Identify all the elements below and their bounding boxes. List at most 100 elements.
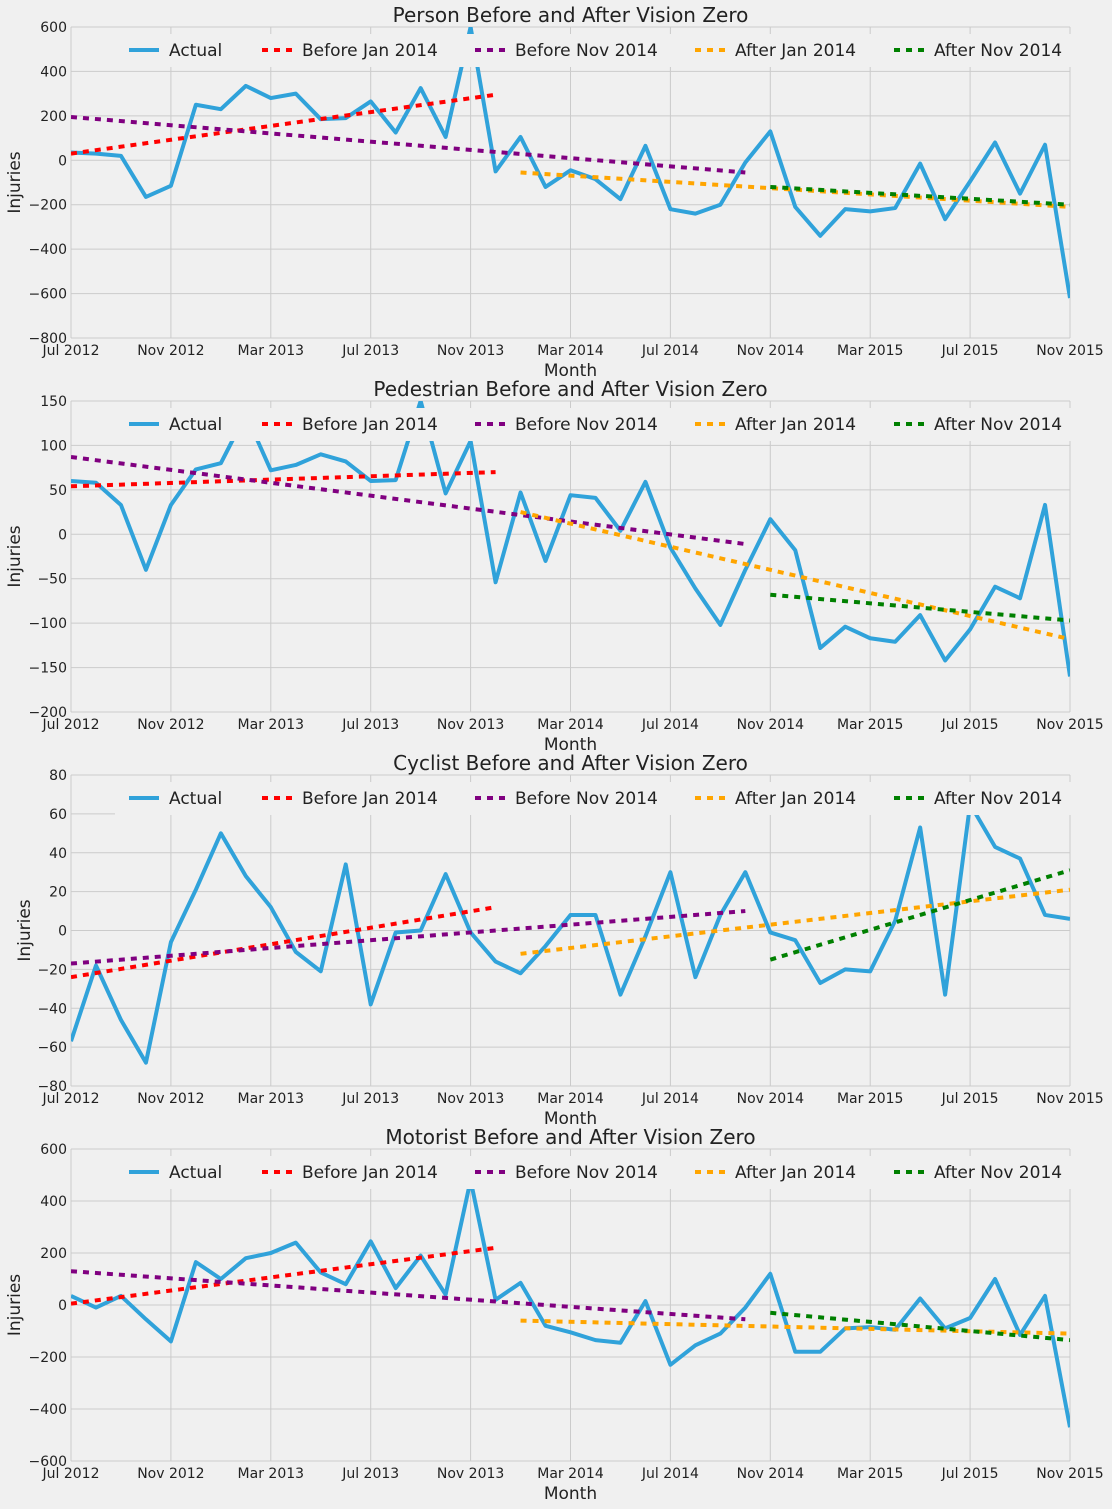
grid	[70, 400, 1071, 713]
x-tick-label: Jul 2012	[42, 1466, 100, 1482]
legend-item-before-nov-2014: Before Nov 2014	[475, 1163, 658, 1183]
y-tick-label: −150	[29, 661, 67, 677]
x-tick-label: Jul 2014	[641, 717, 699, 733]
legend-item-after-nov-2014: After Nov 2014	[894, 1163, 1062, 1183]
legend-item-before-nov-2014: Before Nov 2014	[475, 415, 658, 435]
x-tick-label: Mar 2013	[238, 343, 305, 359]
y-tick-label: 200	[40, 1246, 67, 1262]
legend-item-before-nov-2014: Before Nov 2014	[475, 789, 658, 809]
legend-item-after-nov-2014: After Nov 2014	[894, 415, 1062, 435]
x-tick-label: Jul 2013	[341, 1091, 399, 1107]
x-tick-label: Mar 2015	[837, 343, 904, 359]
x-tick-label: Nov 2014	[737, 1466, 804, 1482]
legend-label: Actual	[169, 1163, 222, 1183]
x-tick-label: Jul 2012	[42, 1091, 100, 1107]
actual-line	[71, 1178, 1070, 1428]
pedestrian-chart: −200 −150 −100 −50 0 50 100 150 Jul 2012 Nov 2012…	[5, 377, 1104, 755]
x-tick-label: Nov 2013	[437, 343, 504, 359]
legend-label: After Jan 2014	[735, 41, 856, 61]
y-tick-label: −400	[29, 242, 67, 258]
legend-label: Before Nov 2014	[515, 41, 658, 61]
x-tick-label: Jul 2015	[941, 343, 999, 359]
before-jan-2014-line	[71, 905, 496, 980]
legend-label: Before Jan 2014	[302, 41, 438, 61]
before-nov-2014-line	[71, 114, 746, 175]
y-tick-label: 60	[49, 807, 67, 823]
legend: Actual Before Jan 2014 Before Nov 2014 Afte…	[115, 1156, 1075, 1189]
legend-label: Actual	[169, 415, 222, 435]
y-axis-label: Injuries	[5, 151, 25, 213]
legend-item-before-nov-2014: Before Nov 2014	[475, 41, 658, 61]
legend-item-after-jan-2014: After Jan 2014	[695, 1163, 856, 1183]
x-tick-label: Mar 2014	[537, 343, 604, 359]
chart-title: Person Before and After Vision Zero	[393, 3, 749, 27]
legend-item-before-jan-2014: Before Jan 2014	[262, 415, 438, 435]
after-jan-2014-line	[520, 510, 1070, 642]
chart-title: Pedestrian Before and After Vision Zero	[373, 377, 767, 401]
y-tick-label: 100	[40, 438, 67, 454]
plot-area	[71, 1178, 1070, 1428]
legend: Actual Before Jan 2014 Before Nov 2014 Afte…	[115, 34, 1075, 67]
x-tick-label: Mar 2015	[837, 1091, 904, 1107]
legend-label: After Jan 2014	[735, 789, 856, 809]
y-tick-label: −100	[29, 616, 67, 632]
y-tick-label: −200	[29, 198, 67, 214]
y-tick-label: 20	[49, 885, 67, 901]
legend-item-actual: Actual	[129, 789, 222, 809]
after-jan-2014-line	[520, 887, 1070, 956]
x-tick-label: Jul 2014	[641, 1091, 699, 1107]
y-tick-label: 400	[40, 64, 67, 80]
y-tick-label: 400	[40, 1194, 67, 1210]
x-tick-label: Nov 2015	[1036, 717, 1103, 733]
x-tick-label: Nov 2015	[1036, 343, 1103, 359]
legend-item-actual: Actual	[129, 1163, 222, 1183]
x-tick-label: Jul 2012	[42, 343, 100, 359]
y-axis-label: Injuries	[15, 899, 35, 961]
legend-label: After Nov 2014	[934, 415, 1062, 435]
x-tick-label: Jul 2015	[941, 1466, 999, 1482]
x-tick-label: Nov 2014	[737, 717, 804, 733]
legend-label: Before Jan 2014	[302, 1163, 438, 1183]
legend-item-after-jan-2014: After Jan 2014	[695, 415, 856, 435]
x-tick-label: Jul 2013	[341, 1466, 399, 1482]
legend-item-after-jan-2014: After Jan 2014	[695, 789, 856, 809]
x-tick-label: Nov 2014	[737, 343, 804, 359]
y-tick-label: 600	[40, 20, 67, 36]
legend-item-after-nov-2014: After Nov 2014	[894, 789, 1062, 809]
x-tick-label: Mar 2014	[537, 1466, 604, 1482]
legend-label: After Nov 2014	[934, 41, 1062, 61]
y-tick-label: −40	[37, 1001, 67, 1017]
y-tick-label: −60	[37, 1040, 67, 1056]
y-tick-label: −800	[29, 331, 67, 347]
y-tick-label: −200	[29, 705, 67, 721]
x-axis-label: Month	[544, 1109, 597, 1129]
legend-item-after-jan-2014: After Jan 2014	[695, 41, 856, 61]
after-nov-2014-line	[770, 592, 1070, 623]
legend-item-after-nov-2014: After Nov 2014	[894, 41, 1062, 61]
legend: Actual Before Jan 2014 Before Nov 2014 Afte…	[115, 782, 1075, 815]
grid	[70, 774, 1071, 1087]
legend-item-actual: Actual	[129, 415, 222, 435]
before-nov-2014-line	[71, 1269, 746, 1322]
x-tick-label: Mar 2015	[837, 1466, 904, 1482]
y-tick-label: −50	[37, 572, 67, 588]
legend-label: After Jan 2014	[735, 1163, 856, 1183]
motorist-chart: −600 −400 −200 0 200 400 600 Jul 2012 Nov 2012 Ma…	[5, 1125, 1104, 1504]
before-jan-2014-line	[71, 470, 496, 489]
y-tick-label: 0	[58, 924, 67, 940]
y-tick-label: 50	[49, 483, 67, 499]
legend-item-before-jan-2014: Before Jan 2014	[262, 41, 438, 61]
y-tick-label: 0	[58, 153, 67, 169]
x-tick-label: Nov 2015	[1036, 1091, 1103, 1107]
x-tick-label: Mar 2014	[537, 717, 604, 733]
x-tick-label: Mar 2013	[238, 1091, 305, 1107]
y-tick-label: −200	[29, 1350, 67, 1366]
x-tick-label: Nov 2012	[137, 717, 204, 733]
legend-label: Actual	[169, 789, 222, 809]
legend-label: After Nov 2014	[934, 789, 1062, 809]
x-tick-label: Jul 2014	[641, 343, 699, 359]
x-tick-label: Nov 2012	[137, 343, 204, 359]
legend-item-before-jan-2014: Before Jan 2014	[262, 1163, 438, 1183]
legend-label: Before Jan 2014	[302, 789, 438, 809]
